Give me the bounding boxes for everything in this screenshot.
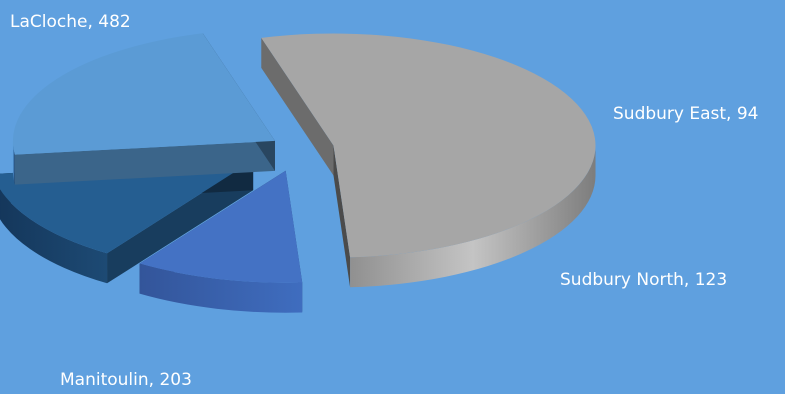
slice-lacloche-top [261,33,596,258]
slice-lacloche [261,33,596,288]
slice-sudbury-north-top [0,160,254,254]
slice-manitoulin-rim-0 [12,140,15,185]
slice-manitoulin-top [12,33,275,155]
data-label-sudbury-north: Sudbury North, 123 [560,270,728,290]
slice-lacloche-rim-0 [350,145,596,288]
data-label-manitoulin: Manitoulin, 203 [60,370,192,390]
slice-sudbury-east-rim-0 [139,263,303,313]
slice-manitoulin [12,33,275,185]
slice-sudbury-north-rim-0 [0,189,108,284]
data-label-sudbury-east: Sudbury East, 94 [613,104,759,124]
slice-sudbury-east-top [139,170,303,283]
slice-sudbury-east [139,170,303,313]
slice-lacloche-wall-1 [333,145,351,288]
slice-lacloche-wall-0 [261,37,334,176]
slice-manitoulin-wall-0 [14,140,275,185]
data-label-lacloche: LaCloche, 482 [10,12,131,32]
